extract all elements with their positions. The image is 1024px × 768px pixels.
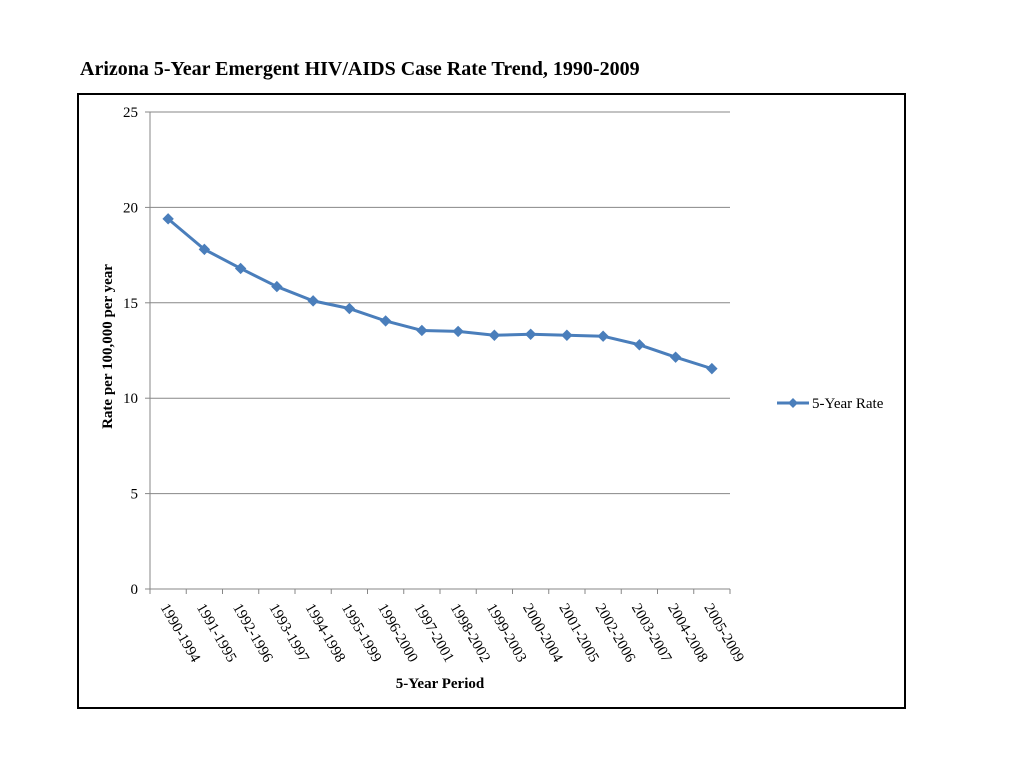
gridlines	[150, 111, 730, 495]
data-point-marker	[597, 330, 609, 342]
y-tick-label: 0	[131, 582, 139, 598]
data-point-marker	[234, 262, 247, 275]
legend-label: 5-Year Rate	[812, 396, 884, 412]
data-point-marker	[271, 280, 283, 293]
data-point-marker	[488, 329, 501, 341]
data-point-marker	[379, 315, 392, 327]
series-5-year-rate	[162, 213, 718, 375]
data-point-marker	[416, 324, 428, 337]
data-point-marker	[669, 351, 682, 363]
data-point-marker	[343, 302, 356, 315]
line-chart: 0 5 10 15 20 25 1990-19941991-19951992-199619…	[100, 105, 884, 692]
data-point-marker	[633, 339, 646, 351]
data-point-marker	[524, 328, 537, 340]
y-tick-label: 15	[123, 296, 138, 312]
y-tick-label: 5	[131, 487, 139, 503]
data-point-marker	[307, 295, 319, 307]
data-point-marker	[162, 213, 174, 225]
x-tick-labels: 1990-19941991-19951992-19961993-19971994…	[157, 601, 747, 666]
legend-marker-diamond	[788, 398, 798, 408]
data-point-marker	[561, 329, 573, 341]
x-axis-title: 5-Year Period	[396, 676, 485, 692]
data-point-marker	[198, 243, 211, 256]
y-tick-label: 25	[123, 105, 138, 121]
y-tick-label: 20	[123, 200, 138, 216]
y-tick-labels: 0 5 10 15 20 25	[123, 105, 138, 598]
page-title: Arizona 5-Year Emergent HIV/AIDS Case Ra…	[80, 58, 640, 80]
series-line	[167, 217, 713, 371]
data-point-marker	[452, 325, 464, 338]
y-axis-title: Rate per 100,000 per year	[100, 264, 116, 429]
y-tick-label: 10	[123, 391, 138, 407]
legend: 5-Year Rate	[777, 396, 884, 412]
chart-frame: 0 5 10 15 20 25 1990-1994 1991-1995 1992-1996 19…	[77, 93, 906, 709]
data-point-marker	[706, 362, 718, 375]
axes	[145, 111, 731, 594]
